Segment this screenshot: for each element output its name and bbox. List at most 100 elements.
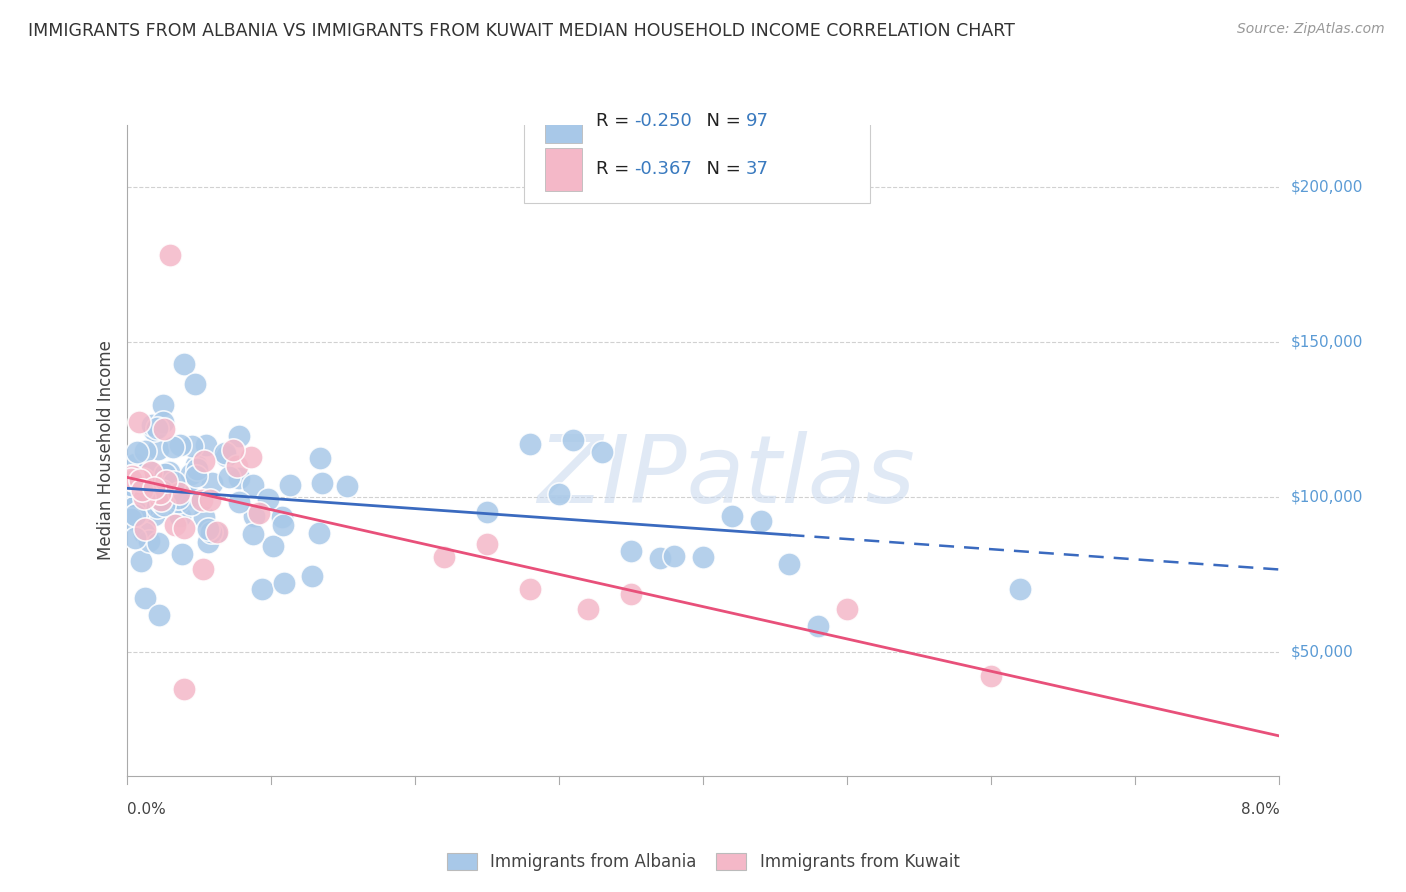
Point — [134, 522, 156, 536]
Text: 97: 97 — [745, 112, 769, 130]
Point — [181, 439, 204, 453]
Point — [124, 508, 146, 522]
Point — [132, 499, 155, 513]
Point — [519, 437, 541, 451]
Point — [720, 509, 742, 524]
Point — [179, 489, 201, 503]
Point — [132, 491, 155, 506]
Point — [252, 582, 274, 596]
Text: N =: N = — [695, 112, 747, 130]
Point — [576, 602, 599, 616]
Point — [807, 619, 830, 633]
Point — [163, 518, 186, 533]
Point — [308, 526, 330, 541]
Point — [242, 477, 264, 491]
Point — [173, 682, 195, 697]
Point — [138, 533, 160, 548]
Point — [180, 467, 202, 481]
Point — [134, 443, 156, 458]
Point — [146, 421, 169, 435]
Point — [121, 473, 143, 487]
Point — [141, 466, 163, 480]
Point — [155, 474, 177, 488]
Point — [129, 554, 152, 568]
Point — [262, 539, 284, 553]
Text: $150,000: $150,000 — [1291, 334, 1362, 350]
Point — [433, 550, 456, 565]
Y-axis label: Median Household Income: Median Household Income — [97, 341, 115, 560]
Point — [148, 607, 170, 622]
Text: $200,000: $200,000 — [1291, 179, 1362, 194]
Point — [692, 550, 714, 565]
Point — [127, 445, 149, 459]
Point — [193, 454, 215, 468]
Point — [311, 476, 333, 491]
Text: R =: R = — [596, 112, 634, 130]
Point — [120, 478, 142, 492]
Point — [152, 415, 174, 429]
Point — [242, 527, 264, 541]
Point — [127, 507, 149, 521]
Point — [120, 472, 142, 486]
Point — [146, 536, 169, 550]
Text: 8.0%: 8.0% — [1240, 802, 1279, 817]
Point — [150, 483, 173, 498]
Point — [128, 415, 150, 429]
Point — [138, 463, 160, 477]
Point — [201, 475, 224, 490]
Point — [167, 495, 190, 509]
Point — [146, 500, 169, 514]
Point — [778, 557, 800, 571]
Point — [257, 491, 280, 506]
Text: N =: N = — [695, 161, 747, 178]
Point — [200, 493, 222, 508]
Point — [591, 444, 613, 458]
Point — [184, 458, 207, 472]
Point — [184, 469, 207, 483]
Point — [242, 508, 264, 523]
Point — [228, 471, 250, 485]
Point — [146, 486, 169, 500]
Point — [179, 489, 201, 503]
Point — [167, 491, 190, 506]
Point — [278, 478, 301, 492]
FancyBboxPatch shape — [524, 99, 870, 203]
Legend: Immigrants from Albania, Immigrants from Kuwait: Immigrants from Albania, Immigrants from… — [439, 845, 967, 880]
Point — [197, 522, 219, 536]
Point — [157, 465, 180, 479]
FancyBboxPatch shape — [546, 148, 582, 191]
Point — [620, 587, 643, 601]
Point — [159, 248, 181, 262]
Text: -0.367: -0.367 — [634, 161, 692, 178]
Point — [142, 481, 165, 495]
Point — [214, 446, 236, 460]
Point — [336, 478, 359, 492]
Point — [121, 491, 143, 505]
Text: ZIPatlas: ZIPatlas — [537, 431, 915, 522]
FancyBboxPatch shape — [546, 100, 582, 143]
Point — [142, 423, 165, 437]
Point — [222, 442, 245, 457]
Text: -0.250: -0.250 — [634, 112, 692, 130]
Text: $100,000: $100,000 — [1291, 490, 1362, 505]
Point — [519, 582, 541, 596]
Point — [170, 548, 193, 562]
Point — [146, 442, 169, 456]
Point — [247, 506, 270, 520]
Point — [149, 492, 172, 507]
Point — [134, 526, 156, 541]
Point — [980, 668, 1002, 682]
Point — [835, 601, 858, 615]
Point — [273, 576, 295, 591]
Point — [129, 473, 152, 487]
Point — [163, 475, 186, 490]
Point — [1008, 582, 1031, 597]
Point — [205, 526, 228, 541]
Point — [240, 450, 263, 465]
Point — [562, 433, 585, 447]
Point — [620, 544, 643, 558]
Text: IMMIGRANTS FROM ALBANIA VS IMMIGRANTS FROM KUWAIT MEDIAN HOUSEHOLD INCOME CORREL: IMMIGRANTS FROM ALBANIA VS IMMIGRANTS FR… — [28, 22, 1015, 40]
Point — [155, 467, 177, 481]
Point — [184, 376, 207, 391]
Point — [197, 535, 219, 549]
